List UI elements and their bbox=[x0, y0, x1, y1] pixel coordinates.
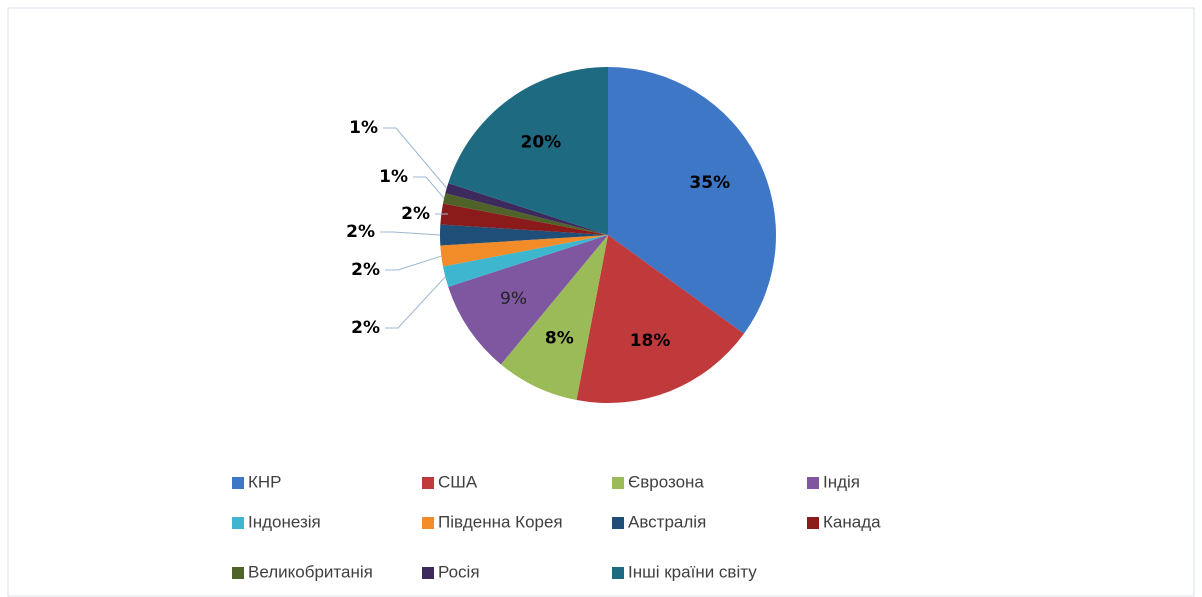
data-label: 35% bbox=[689, 173, 730, 193]
data-label: 8% bbox=[545, 328, 574, 348]
legend-label: Індія bbox=[823, 472, 860, 491]
data-label: 9% bbox=[500, 289, 527, 309]
legend-swatch bbox=[612, 477, 624, 489]
legend-swatch bbox=[807, 517, 819, 529]
legend-label: Інші країни світу bbox=[628, 562, 757, 581]
pie-slice bbox=[576, 235, 744, 404]
legend-label: Росія bbox=[438, 562, 480, 581]
legend-swatch bbox=[612, 567, 624, 579]
legend-label: КНР bbox=[248, 472, 282, 491]
pie-slice bbox=[440, 203, 608, 235]
data-label: 2% bbox=[346, 222, 375, 242]
legend-label: США bbox=[438, 472, 478, 491]
legend-swatch bbox=[612, 517, 624, 529]
data-label: 1% bbox=[349, 118, 378, 138]
legend-swatch bbox=[232, 477, 244, 489]
data-label: 18% bbox=[630, 331, 671, 351]
legend-swatch bbox=[807, 477, 819, 489]
pie-slice bbox=[445, 183, 608, 235]
data-label: 2% bbox=[351, 260, 380, 280]
data-label: 20% bbox=[520, 133, 561, 153]
legend-swatch bbox=[232, 567, 244, 579]
leader-line bbox=[383, 127, 448, 189]
pie-slice bbox=[448, 67, 608, 235]
pie-slice bbox=[440, 235, 608, 267]
legend-label: Австралія bbox=[628, 512, 706, 531]
legend-label: Канада bbox=[823, 512, 881, 531]
leader-line bbox=[380, 231, 441, 236]
pie-slice bbox=[448, 235, 608, 365]
leader-line bbox=[385, 276, 446, 329]
legend-swatch bbox=[422, 567, 434, 579]
legend-label: Південна Корея bbox=[438, 512, 563, 531]
leader-line bbox=[385, 255, 442, 271]
pie-slice bbox=[500, 235, 608, 401]
pie-slice bbox=[608, 67, 776, 334]
pie-slice bbox=[442, 235, 608, 287]
legend-swatch bbox=[422, 477, 434, 489]
pie-slice bbox=[442, 193, 608, 235]
data-label: 2% bbox=[401, 204, 430, 224]
legend-label: Індонезія bbox=[248, 512, 321, 531]
legend-label: Великобританія bbox=[248, 562, 373, 581]
data-label: 1% bbox=[379, 167, 408, 187]
leader-line bbox=[413, 176, 445, 199]
legend-label: Єврозона bbox=[628, 472, 704, 491]
pie-slice bbox=[440, 224, 608, 246]
legend-swatch bbox=[232, 517, 244, 529]
legend-swatch bbox=[422, 517, 434, 529]
data-label: 2% bbox=[351, 318, 380, 338]
